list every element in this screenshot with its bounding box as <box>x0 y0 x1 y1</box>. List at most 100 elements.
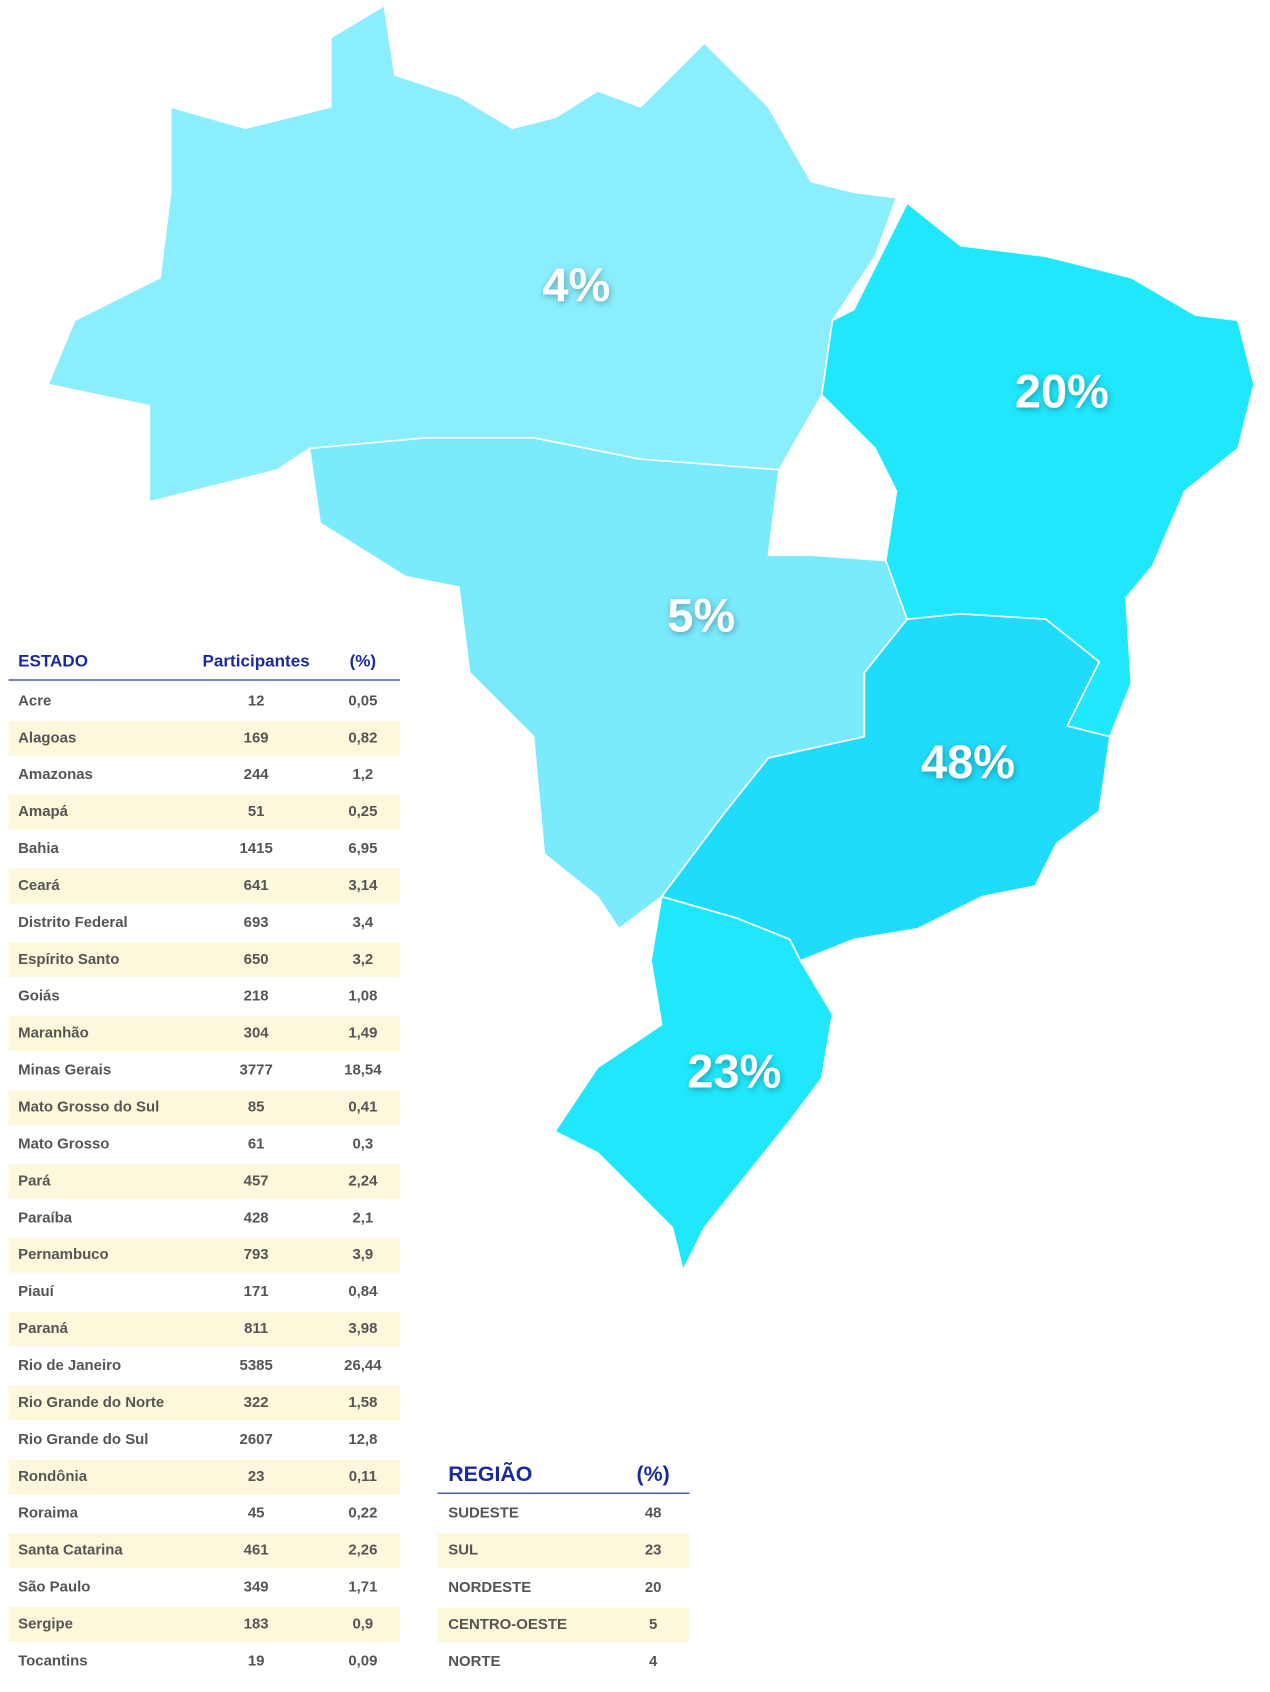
header-cell: REGIÃO <box>448 1461 532 1486</box>
row-highlight <box>8 794 401 830</box>
table-cell: 3,9 <box>352 1246 373 1263</box>
table-cell: Acre <box>18 692 51 709</box>
region-norte <box>47 4 898 503</box>
table-cell: 1,49 <box>348 1025 377 1042</box>
table-cell: 6,95 <box>348 840 377 857</box>
table-cell: 2,24 <box>348 1172 378 1189</box>
table-cell: 5385 <box>240 1357 273 1374</box>
table-cell: 3777 <box>240 1062 273 1079</box>
table-cell: 4 <box>649 1653 658 1670</box>
table-cell: Roraima <box>18 1505 78 1522</box>
table-cell: 650 <box>244 951 269 968</box>
table-cell: NORDESTE <box>448 1579 531 1596</box>
row-highlight <box>8 720 401 756</box>
table-cell: Espírito Santo <box>18 951 119 968</box>
row-highlight <box>8 1385 401 1421</box>
row-highlight <box>437 1607 690 1643</box>
table-cell: 793 <box>244 1246 269 1263</box>
table-cell: 23 <box>248 1468 265 1485</box>
table-cell: 20 <box>645 1579 662 1596</box>
table-cell: Rio Grande do Sul <box>18 1431 148 1448</box>
table-cell: 12,8 <box>348 1431 377 1448</box>
region-percent: 23% <box>687 1044 781 1097</box>
table-cell: Rio de Janeiro <box>18 1357 121 1374</box>
header-cell: ESTADO <box>18 651 88 670</box>
table-cell: Rio Grande do Norte <box>18 1394 164 1411</box>
table-cell: 0,11 <box>349 1468 377 1485</box>
table-cell: 61 <box>248 1135 265 1152</box>
table-cell: CENTRO-OESTE <box>448 1616 567 1633</box>
table-cell: Santa Catarina <box>18 1542 123 1559</box>
table-cell: 0,41 <box>348 1099 377 1116</box>
table-cell: Amapá <box>18 803 69 820</box>
table-cell: São Paulo <box>18 1579 90 1596</box>
table-cell: 0,09 <box>348 1652 377 1669</box>
brazil-map: 4% 20% 5% 48% 23% <box>47 4 1255 1272</box>
table-cell: 23 <box>645 1542 662 1559</box>
tables: ESTADO Participantes (%) Acre 12 0,05 Alagoas 1… <box>8 651 690 1670</box>
table-cell: Paraná <box>18 1320 69 1337</box>
table-cell: Bahia <box>18 840 59 857</box>
table-cell: 0,3 <box>352 1135 373 1152</box>
table-cell: 349 <box>244 1579 269 1596</box>
table-cell: 1,58 <box>348 1394 377 1411</box>
table-cell: Ceará <box>18 877 60 894</box>
table-cell: 85 <box>248 1099 265 1116</box>
table-cell: 183 <box>244 1615 269 1632</box>
row-highlight <box>8 942 401 978</box>
table-cell: Goiás <box>18 988 60 1005</box>
table-cell: Sergipe <box>18 1615 73 1632</box>
table-cell: 693 <box>244 914 269 931</box>
region-percent: 20% <box>1015 365 1109 418</box>
table-cell: 3,4 <box>352 914 373 931</box>
table-cell: 19 <box>248 1652 265 1669</box>
table-cell: 3,2 <box>352 951 373 968</box>
table-cell: 2,1 <box>352 1209 373 1226</box>
table-cell: SUDESTE <box>448 1505 519 1522</box>
table-cell: 0,82 <box>348 729 377 746</box>
region-percent: 4% <box>542 258 610 311</box>
row-highlight <box>8 1164 401 1199</box>
header-cell: Participantes <box>203 651 310 670</box>
table-cell: Mato Grosso do Sul <box>18 1099 159 1116</box>
header-cell: (%) <box>350 651 377 670</box>
row-highlight <box>8 868 401 904</box>
table-cell: 811 <box>244 1320 268 1337</box>
table-cell: 45 <box>248 1505 265 1522</box>
table-cell: 304 <box>244 1025 270 1042</box>
table-cell: 461 <box>244 1542 269 1559</box>
table-cell: Mato Grosso <box>18 1135 109 1152</box>
table-cell: 5 <box>649 1616 657 1633</box>
table-cell: 1,08 <box>348 988 377 1005</box>
table-cell: 0,05 <box>348 692 377 709</box>
table-cell: Distrito Federal <box>18 914 128 931</box>
table-cell: 428 <box>244 1209 269 1226</box>
table-cell: 0,9 <box>352 1615 373 1632</box>
table-cell: 169 <box>244 729 269 746</box>
table-cell: Minas Gerais <box>18 1062 111 1079</box>
table-cell: 0,22 <box>348 1505 377 1522</box>
region-percent: 5% <box>667 589 735 642</box>
table-cell: 322 <box>244 1394 269 1411</box>
row-highlight <box>8 1607 401 1642</box>
region-percent: 48% <box>921 735 1015 788</box>
row-highlight <box>8 1311 401 1347</box>
table-cell: 3,14 <box>348 877 378 894</box>
region-nordeste <box>820 202 1255 738</box>
table-cell: Paraíba <box>18 1209 73 1226</box>
table-cell: Pará <box>18 1172 51 1189</box>
table-cell: Maranhão <box>18 1025 89 1042</box>
table-cell: 18,54 <box>344 1062 382 1079</box>
table-cell: 12 <box>248 692 265 709</box>
row-highlight <box>8 1016 401 1052</box>
row-highlight <box>437 1533 690 1569</box>
row-highlight <box>8 1533 401 1569</box>
table-cell: 641 <box>244 877 269 894</box>
table-cell: 51 <box>248 803 265 820</box>
table-cell: Piauí <box>18 1283 55 1300</box>
region-sudeste <box>660 613 1111 962</box>
table-cell: 2,26 <box>348 1542 377 1559</box>
table-cell: 1415 <box>240 840 273 857</box>
table-cell: Alagoas <box>18 729 76 746</box>
